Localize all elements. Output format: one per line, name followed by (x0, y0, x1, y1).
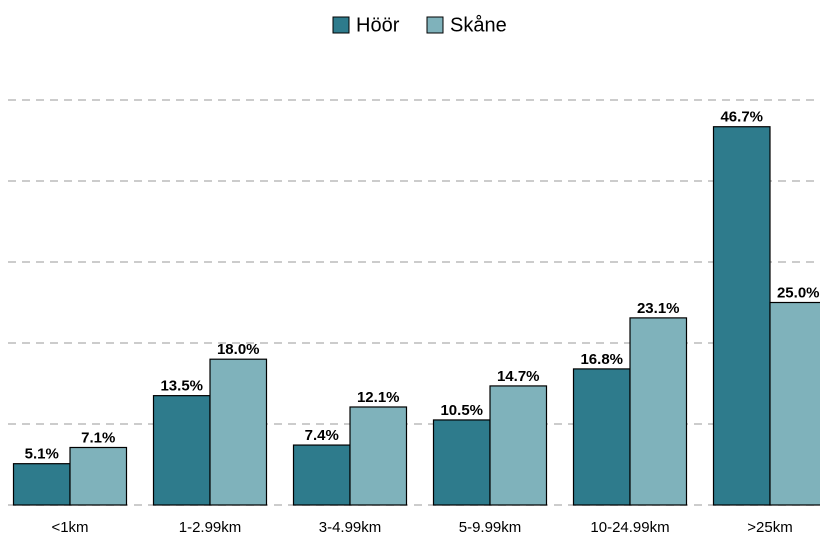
bar (432, 419, 491, 506)
data-label: 14.7% (497, 368, 540, 385)
legend-swatch (426, 16, 444, 34)
legend-swatch (332, 16, 350, 34)
x-tick-label: 3-4.99km (319, 519, 382, 536)
data-label: 7.4% (305, 427, 339, 444)
bar (69, 446, 128, 506)
data-label: 25.0% (777, 284, 820, 301)
data-label: 18.0% (217, 341, 260, 358)
data-label: 13.5% (160, 378, 203, 395)
bar (489, 385, 548, 506)
data-label: 23.1% (637, 300, 680, 317)
data-label: 10.5% (440, 402, 483, 419)
bar (349, 406, 408, 506)
x-tick-label: <1km (51, 519, 88, 536)
bar (12, 463, 71, 506)
data-label: 46.7% (720, 109, 763, 126)
bar (292, 444, 351, 506)
bar (572, 368, 631, 506)
data-label: 12.1% (357, 389, 400, 406)
data-label: 5.1% (25, 446, 59, 463)
bar (712, 126, 771, 506)
bar (629, 317, 688, 506)
legend-label: Höör (356, 14, 400, 36)
x-tick-label: 5-9.99km (459, 519, 522, 536)
x-tick-label: >25km (747, 519, 792, 536)
x-tick-label: 10-24.99km (590, 519, 669, 536)
legend-label: Skåne (450, 14, 507, 36)
bar (769, 301, 820, 506)
bar (209, 358, 268, 506)
data-label: 16.8% (580, 351, 623, 368)
bar (152, 395, 211, 506)
data-label: 7.1% (81, 429, 115, 446)
x-tick-label: 1-2.99km (179, 519, 242, 536)
